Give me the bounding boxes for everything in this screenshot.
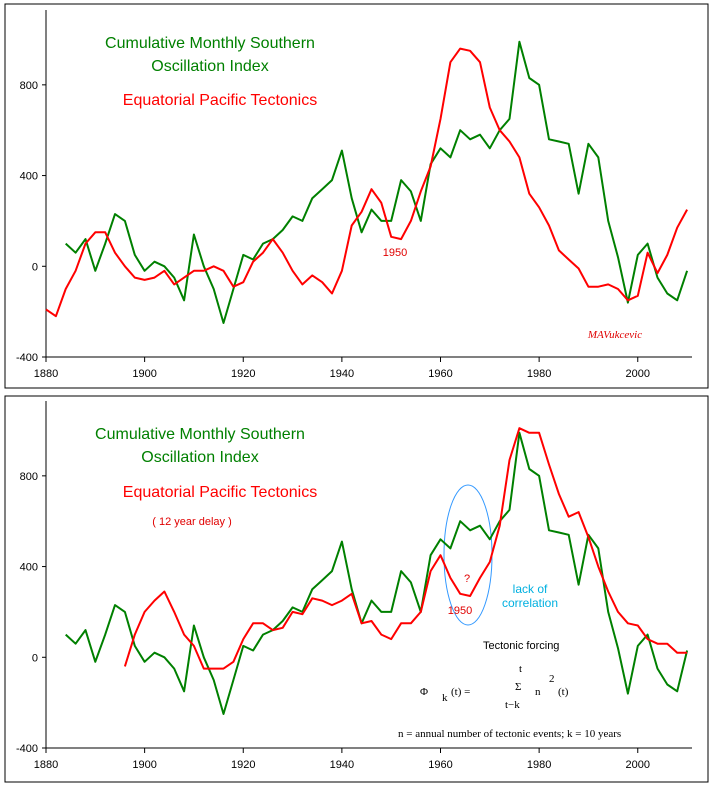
legend-entry: Cumulative Monthly Southern Oscillation … — [105, 35, 315, 75]
signature: MAVukcevic — [587, 329, 642, 341]
panel-frame — [4, 3, 709, 389]
formula-part: (t) = — [451, 686, 470, 698]
x-tick-label: 1940 — [330, 368, 354, 380]
legend-entry: Equatorial Pacific Tectonics — [122, 92, 318, 109]
formula-part: k — [442, 692, 448, 704]
x-tick-label: 1880 — [34, 368, 58, 380]
x-tick-label: 1980 — [527, 759, 551, 771]
y-tick-label: -400 — [16, 352, 38, 364]
x-tick-label: 1960 — [428, 368, 452, 380]
x-tick-label: 1980 — [527, 368, 551, 380]
formula-part: 2 — [549, 673, 555, 685]
y-tick-label: 800 — [20, 471, 38, 483]
y-tick-label: 0 — [32, 652, 38, 664]
y-tick-label: 0 — [32, 261, 38, 273]
x-tick-label: 1900 — [132, 759, 156, 771]
y-tick-label: -400 — [16, 743, 38, 755]
formula-part: Σ — [515, 681, 521, 693]
legend-entry: Cumulative Monthly Southern Oscillation … — [95, 426, 305, 466]
x-tick-label: 1960 — [428, 759, 452, 771]
annotation: ? — [464, 573, 470, 585]
formula-part: t−k — [505, 699, 520, 711]
x-tick-label: 1940 — [330, 759, 354, 771]
annotation: lack of correlation — [501, 582, 559, 610]
annotation: n = annual number of tectonic events; k … — [398, 728, 621, 740]
formula-part: (t) — [558, 686, 569, 698]
panel-frame — [4, 395, 709, 783]
annotation: 1950 — [383, 247, 407, 259]
subtitle: ( 12 year delay ) — [152, 516, 231, 528]
y-tick-label: 400 — [20, 562, 38, 574]
x-tick-label: 1920 — [231, 368, 255, 380]
formula-part: Φ — [420, 686, 428, 698]
y-tick-label: 800 — [20, 80, 38, 92]
x-tick-label: 1920 — [231, 759, 255, 771]
x-tick-label: 2000 — [626, 759, 650, 771]
formula: Φ k (t) = Σ t t−k n 2 (t) — [420, 663, 569, 711]
formula-part: n — [535, 686, 541, 698]
legend-entry: Equatorial Pacific Tectonics — [122, 484, 318, 501]
annotation: 1950 — [448, 605, 472, 617]
x-tick-label: 1900 — [132, 368, 156, 380]
x-tick-label: 1880 — [34, 759, 58, 771]
series-line — [123, 427, 688, 670]
annotation: Tectonic forcing — [483, 640, 559, 652]
x-tick-label: 2000 — [626, 368, 650, 380]
formula-part: t — [519, 663, 522, 675]
series-line — [65, 40, 689, 324]
series-line — [45, 47, 688, 318]
y-tick-label: 400 — [20, 171, 38, 183]
series-line — [65, 431, 689, 715]
